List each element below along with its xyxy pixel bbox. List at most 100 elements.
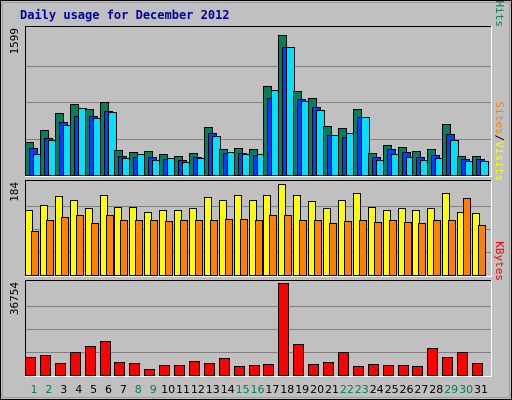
day-label: 2	[45, 383, 52, 396]
day-label: 22	[340, 383, 354, 396]
day-label: 3	[60, 383, 67, 396]
day-label: 28	[429, 383, 443, 396]
day-label: 11	[176, 383, 190, 396]
sites-bar	[299, 220, 307, 276]
series-label-part: /	[493, 0, 506, 1]
kbytes-bar	[40, 355, 51, 376]
sites-bar	[478, 225, 486, 276]
kbytes-bar	[353, 366, 364, 376]
kbytes-bar	[234, 366, 245, 376]
kbytes-bar	[472, 363, 483, 376]
pages-bar	[108, 112, 117, 176]
kbytes-bar	[368, 364, 379, 376]
kbytes-bar	[129, 363, 140, 376]
sites-bar	[61, 217, 69, 276]
day-axis: 1 2 3 4 5 6 7 8 9 10 11 12 13 14 15 16 17 18 19 20 21 22 23 24 2…	[31, 383, 489, 396]
kbytes-bar	[263, 364, 274, 376]
y-max-label: 184	[8, 182, 21, 202]
pages-bar	[361, 117, 370, 176]
day-label: 8	[135, 383, 142, 396]
day-label: 13	[206, 383, 220, 396]
bars	[25, 184, 486, 276]
sites-bar	[195, 220, 203, 276]
day-label: 29	[444, 383, 458, 396]
day-label: 12	[191, 383, 205, 396]
y-max-label: 36754	[8, 282, 21, 315]
kbytes-bar	[398, 365, 409, 376]
kbytes-bar	[383, 365, 394, 376]
sites-bar	[418, 223, 426, 276]
sites-bar	[344, 221, 352, 276]
series-label-part: Hits	[493, 1, 506, 28]
sites-bar	[180, 220, 188, 276]
day-label: 20	[310, 383, 324, 396]
kbytes-bar	[323, 362, 334, 376]
series-label: Pages/Files/Hits	[493, 0, 506, 27]
sites-bar	[240, 219, 248, 276]
sites-bar	[433, 220, 441, 276]
series-label-part: KBytes	[493, 241, 506, 281]
series-label: KBytes	[493, 241, 506, 281]
kbytes-bar	[159, 365, 170, 376]
sites-bar	[463, 198, 471, 276]
day-label: 4	[75, 383, 82, 396]
sites-bar	[91, 223, 99, 276]
day-label: 27	[414, 383, 428, 396]
sites-bar	[269, 215, 277, 276]
sites-bar	[135, 220, 143, 276]
day-label: 16	[251, 383, 265, 396]
kbytes-bar	[204, 363, 215, 376]
day-label: 18	[280, 383, 294, 396]
sites-bar	[404, 222, 412, 276]
sites-bar	[225, 219, 233, 276]
y-max-label: 1599	[8, 28, 21, 55]
panels-layer: 1599 Pages/Files/Hits 184 Sites / Visits 36754…	[8, 0, 506, 377]
sites-bar	[284, 215, 292, 276]
day-label: 1	[31, 383, 38, 396]
day-label: 10	[161, 383, 175, 396]
kbytes-panel: 36754 KBytes	[8, 241, 506, 377]
kbytes-bar	[293, 344, 304, 376]
sites-bar	[329, 223, 337, 276]
series-label-part: Visits	[493, 141, 506, 181]
sites-bar	[150, 220, 158, 276]
day-label: 19	[295, 383, 309, 396]
day-label: 17	[265, 383, 279, 396]
sites-bar	[255, 220, 263, 276]
sites-bar	[106, 215, 114, 276]
day-label: 9	[150, 383, 157, 396]
hits-panel: 1599 Pages/Files/Hits	[8, 0, 506, 177]
sites-bar	[448, 220, 456, 276]
sites-bar	[210, 220, 218, 276]
kbytes-bar	[249, 365, 260, 376]
kbytes-bar	[25, 357, 36, 376]
kbytes-bar	[189, 361, 200, 376]
kbytes-bar	[144, 369, 155, 376]
bars	[25, 35, 489, 176]
day-label: 24	[370, 383, 384, 396]
day-label: 7	[120, 383, 127, 396]
kbytes-bar	[70, 352, 81, 376]
kbytes-bar	[308, 364, 319, 376]
sites-bar	[389, 220, 397, 276]
day-label: 21	[325, 383, 339, 396]
day-label: 26	[400, 383, 414, 396]
kbytes-bar	[100, 341, 111, 376]
kbytes-bar	[219, 358, 230, 376]
day-label: 30	[459, 383, 473, 396]
sites-bar	[120, 220, 128, 276]
bars	[25, 283, 483, 376]
series-label-part: Sites	[493, 102, 506, 135]
day-label: 14	[221, 383, 235, 396]
kbytes-bar	[442, 357, 453, 376]
sites-bar	[31, 231, 39, 276]
sites-bar	[76, 215, 84, 276]
kbytes-bar	[114, 362, 125, 376]
kbytes-bar	[412, 366, 423, 376]
sites-bar	[46, 220, 54, 276]
day-label: 25	[385, 383, 399, 396]
pages-bar	[480, 161, 489, 176]
sites-bar	[165, 221, 173, 276]
chart-title: Daily usage for December 2012	[20, 8, 230, 22]
